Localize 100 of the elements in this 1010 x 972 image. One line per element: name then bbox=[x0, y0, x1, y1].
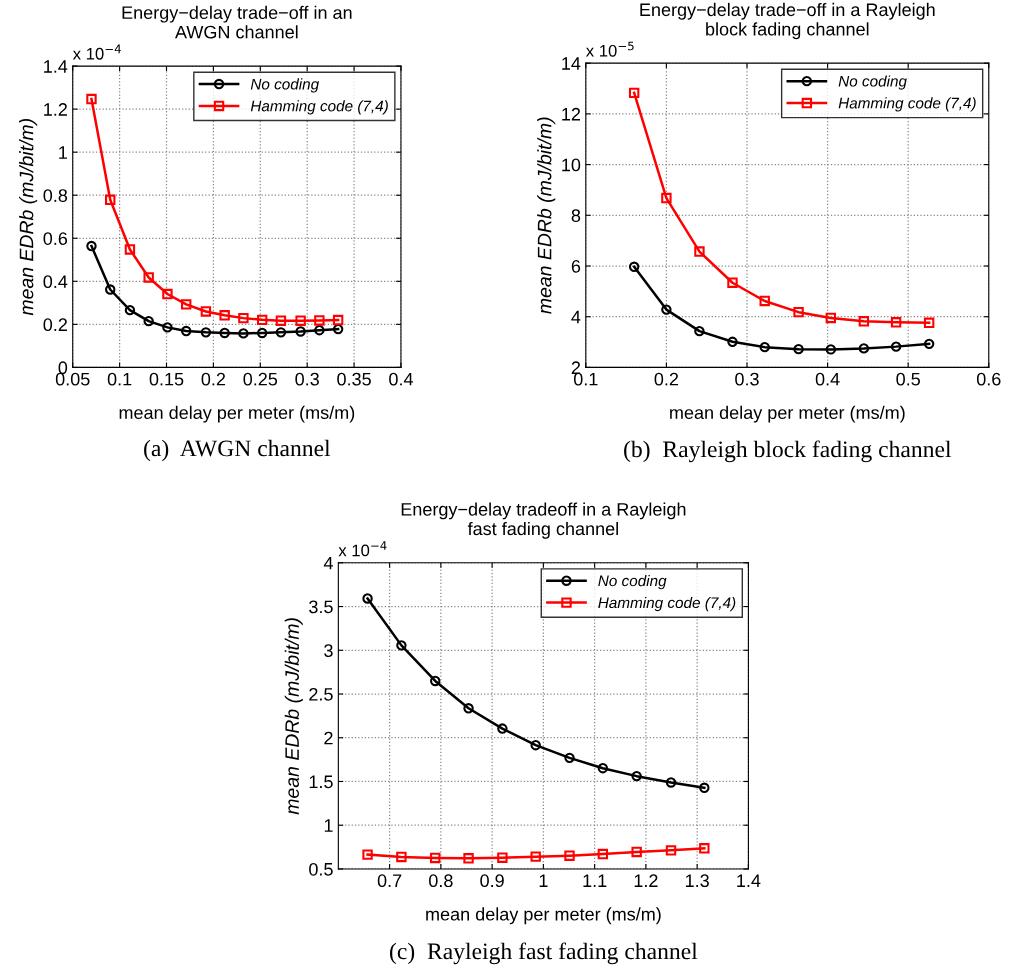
x-axis-title: mean delay per meter (ms/m) bbox=[670, 405, 905, 423]
point bbox=[597, 848, 609, 860]
point bbox=[238, 312, 249, 324]
y-tick-label: 1 bbox=[59, 146, 67, 159]
chart-title: Energy−delay trade−off in an AWGN channel bbox=[122, 5, 352, 39]
point bbox=[124, 304, 136, 316]
point bbox=[564, 850, 575, 861]
point bbox=[628, 87, 640, 99]
point bbox=[923, 317, 935, 328]
y-axis-title: mean EDRb (mJ/bit/m) bbox=[19, 119, 38, 316]
point bbox=[699, 843, 710, 854]
x-tick-label: 1.2 bbox=[634, 874, 658, 887]
point bbox=[314, 315, 325, 326]
x-tick-label: 1 bbox=[539, 874, 548, 887]
point bbox=[858, 316, 870, 327]
y-axis-title: mean EDRb (mJ/bit/m) bbox=[284, 618, 303, 815]
point bbox=[162, 288, 173, 300]
y-tick-label: 0.5 bbox=[309, 862, 333, 876]
x-tick-label: 0.15 bbox=[149, 372, 184, 386]
y-tick-label: 4 bbox=[323, 556, 333, 570]
y-tick-label: 0.4 bbox=[43, 275, 68, 289]
point bbox=[661, 192, 672, 204]
y-tick-label: 1.2 bbox=[44, 103, 67, 116]
point bbox=[694, 325, 705, 337]
x-tick-label: 0.9 bbox=[480, 874, 504, 888]
point bbox=[124, 244, 136, 255]
x-tick-label: 0.35 bbox=[337, 372, 371, 386]
point bbox=[564, 752, 575, 764]
point bbox=[858, 343, 870, 354]
point bbox=[314, 324, 325, 336]
point bbox=[200, 306, 212, 317]
legend-label: Hamming code (7,4) bbox=[250, 100, 388, 115]
point bbox=[430, 675, 441, 687]
point bbox=[430, 852, 441, 864]
x-tick-label: 0.8 bbox=[429, 874, 453, 888]
point bbox=[597, 762, 609, 774]
point bbox=[105, 284, 116, 295]
point bbox=[665, 845, 677, 856]
point bbox=[295, 315, 306, 326]
point bbox=[180, 299, 192, 310]
point bbox=[727, 336, 738, 348]
y-tick-label: 2 bbox=[324, 731, 333, 745]
point bbox=[143, 272, 154, 283]
point bbox=[256, 314, 268, 326]
point bbox=[238, 328, 249, 339]
point bbox=[362, 849, 373, 860]
legend-label: No coding bbox=[598, 575, 667, 590]
chart-title: Energy−delay trade−off in a Rayleigh block fading channel bbox=[640, 2, 935, 40]
y-axis-title: mean EDRb (mJ/bit/m) bbox=[537, 117, 556, 314]
point bbox=[200, 327, 212, 338]
point bbox=[86, 240, 97, 252]
x-tick-label: 1.3 bbox=[685, 874, 709, 888]
legend-label: Hamming code (7,4) bbox=[838, 97, 976, 112]
point bbox=[699, 782, 710, 793]
point bbox=[727, 277, 738, 288]
point bbox=[890, 341, 902, 352]
text: (a) AWGN channel bbox=[144, 439, 331, 462]
y-tick-label: 0.8 bbox=[43, 189, 68, 202]
legend-label: No coding bbox=[250, 78, 320, 93]
point bbox=[162, 322, 173, 333]
point bbox=[275, 327, 287, 338]
y-tick-label: 0.2 bbox=[43, 318, 67, 332]
point bbox=[530, 851, 541, 862]
y-tick-label: 14 bbox=[562, 57, 581, 70]
legend-label: No coding bbox=[838, 75, 907, 90]
x-tick-label: 0.2 bbox=[654, 372, 679, 386]
x-tick-label: 0.2 bbox=[201, 372, 226, 386]
x-tick-label: 0.1 bbox=[107, 372, 132, 386]
x-tick-label: 0.3 bbox=[295, 372, 319, 386]
text: x 10$^{−4}$ bbox=[72, 44, 121, 60]
y-tick-label: 6 bbox=[571, 259, 581, 273]
point bbox=[890, 317, 902, 328]
point bbox=[105, 194, 116, 205]
text: x 10$^{−5}$ bbox=[585, 41, 634, 57]
point bbox=[759, 341, 770, 353]
point bbox=[825, 344, 837, 355]
y-tick-label: 8 bbox=[571, 209, 581, 223]
x-tick-label: 0.4 bbox=[389, 372, 413, 386]
point bbox=[793, 343, 804, 355]
y-tick-label: 2 bbox=[571, 361, 581, 374]
point bbox=[180, 325, 192, 337]
y-tick-label: 0 bbox=[58, 361, 68, 375]
x-tick-label: 0.7 bbox=[377, 874, 402, 888]
y-tick-label: 1 bbox=[324, 819, 333, 832]
point bbox=[497, 723, 508, 734]
text: (b) Rayleigh block fading channel bbox=[624, 440, 952, 463]
x-tick-label: 0.6 bbox=[976, 372, 1001, 386]
y-tick-label: 1.4 bbox=[44, 60, 68, 73]
point bbox=[530, 739, 541, 751]
point bbox=[631, 770, 642, 782]
y-tick-label: 10 bbox=[562, 158, 581, 172]
point bbox=[143, 315, 154, 327]
point bbox=[295, 326, 306, 337]
x-axis-title: mean delay per meter (ms/m) bbox=[426, 907, 661, 925]
point bbox=[256, 327, 268, 339]
point bbox=[332, 314, 344, 326]
y-tick-label: 12 bbox=[562, 107, 581, 121]
point bbox=[694, 246, 705, 257]
point bbox=[661, 304, 672, 315]
point bbox=[793, 306, 804, 318]
